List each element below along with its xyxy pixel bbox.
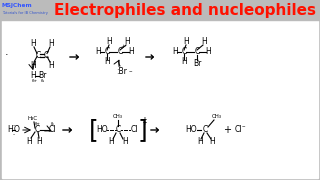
Text: H: H bbox=[48, 39, 54, 48]
Text: H: H bbox=[95, 48, 101, 57]
Text: ]: ] bbox=[137, 118, 147, 142]
Text: δ+: δ+ bbox=[32, 79, 38, 83]
Text: H: H bbox=[30, 71, 36, 80]
Text: –: – bbox=[128, 68, 132, 74]
Text: Br: Br bbox=[193, 60, 201, 69]
Text: C: C bbox=[117, 48, 123, 57]
Text: H: H bbox=[7, 125, 13, 134]
Text: :Br: :Br bbox=[116, 68, 127, 76]
Text: C: C bbox=[116, 125, 121, 134]
Text: C: C bbox=[194, 48, 200, 57]
Text: H: H bbox=[181, 57, 187, 66]
Text: MSJChem: MSJChem bbox=[2, 3, 33, 8]
Text: C: C bbox=[44, 51, 49, 60]
Text: H: H bbox=[209, 138, 215, 147]
Text: H: H bbox=[122, 138, 128, 147]
Text: C: C bbox=[181, 48, 187, 57]
Text: H: H bbox=[172, 48, 178, 57]
Text: H: H bbox=[106, 37, 112, 46]
Text: –: – bbox=[241, 123, 245, 129]
Text: Tutorials for IB Chemistry: Tutorials for IB Chemistry bbox=[2, 11, 48, 15]
Bar bbox=[0, 0, 320, 20]
Text: Cl: Cl bbox=[130, 125, 138, 134]
Text: H: H bbox=[26, 136, 32, 145]
Text: δ-: δ- bbox=[41, 79, 45, 83]
Text: Cl: Cl bbox=[48, 125, 56, 134]
Text: C: C bbox=[104, 48, 110, 57]
Text: CH₃: CH₃ bbox=[113, 114, 123, 118]
Text: H: H bbox=[183, 37, 189, 46]
Text: H: H bbox=[30, 39, 36, 48]
Text: H: H bbox=[205, 48, 211, 57]
Text: H: H bbox=[30, 60, 36, 69]
Text: ··: ·· bbox=[12, 123, 16, 129]
Text: δ-: δ- bbox=[51, 122, 55, 126]
Text: H₃C: H₃C bbox=[28, 116, 38, 122]
Text: H: H bbox=[36, 136, 42, 145]
Text: CH₃: CH₃ bbox=[212, 114, 222, 120]
Text: δ+: δ+ bbox=[35, 122, 41, 126]
Bar bbox=[2, 20, 318, 178]
Text: ‡: ‡ bbox=[143, 116, 147, 125]
Text: H: H bbox=[48, 60, 54, 69]
Text: +: + bbox=[120, 44, 126, 48]
Text: C: C bbox=[202, 125, 208, 134]
Text: HO: HO bbox=[185, 125, 197, 134]
Text: H: H bbox=[124, 37, 130, 46]
Text: O: O bbox=[14, 125, 20, 134]
Text: C: C bbox=[36, 51, 41, 60]
Text: C: C bbox=[34, 125, 40, 134]
Text: Br: Br bbox=[38, 71, 46, 80]
Text: H: H bbox=[128, 48, 134, 57]
Text: H: H bbox=[197, 138, 203, 147]
Text: [: [ bbox=[89, 118, 99, 142]
Text: ··: ·· bbox=[12, 132, 16, 138]
Text: H: H bbox=[108, 138, 114, 147]
Text: H: H bbox=[201, 37, 207, 46]
Text: ·: · bbox=[5, 50, 9, 60]
Text: +: + bbox=[223, 125, 231, 135]
Text: H: H bbox=[104, 57, 110, 66]
Text: Cl: Cl bbox=[234, 125, 242, 134]
Text: Electrophiles and nucleophiles: Electrophiles and nucleophiles bbox=[54, 3, 316, 17]
Text: HO: HO bbox=[96, 125, 108, 134]
